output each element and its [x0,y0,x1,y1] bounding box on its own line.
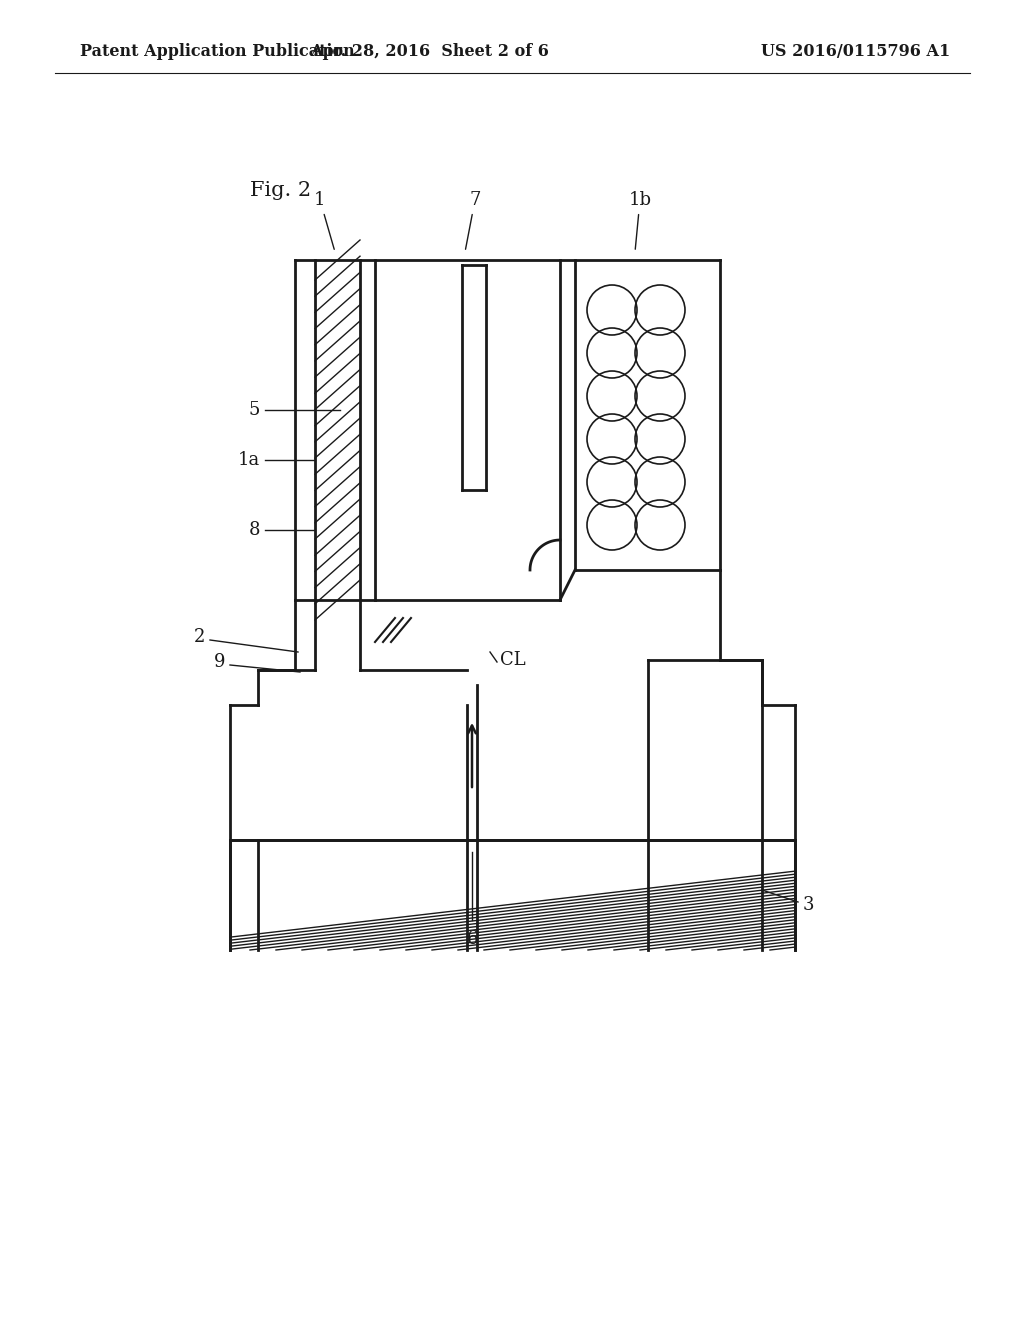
Text: 3: 3 [803,896,814,913]
Text: 5: 5 [249,401,260,418]
Text: Apr. 28, 2016  Sheet 2 of 6: Apr. 28, 2016 Sheet 2 of 6 [310,44,550,61]
Text: 1a: 1a [238,451,260,469]
Text: Patent Application Publication: Patent Application Publication [80,44,354,61]
Text: US 2016/0115796 A1: US 2016/0115796 A1 [761,44,950,61]
Text: 9: 9 [213,653,225,671]
Text: Fig. 2: Fig. 2 [250,181,311,199]
Text: 2: 2 [194,628,205,645]
Text: 1: 1 [314,191,334,249]
Text: CL: CL [500,651,525,669]
Text: 7: 7 [466,191,480,249]
Text: 6: 6 [466,931,478,948]
Text: 1b: 1b [629,191,651,249]
Text: 8: 8 [249,521,260,539]
